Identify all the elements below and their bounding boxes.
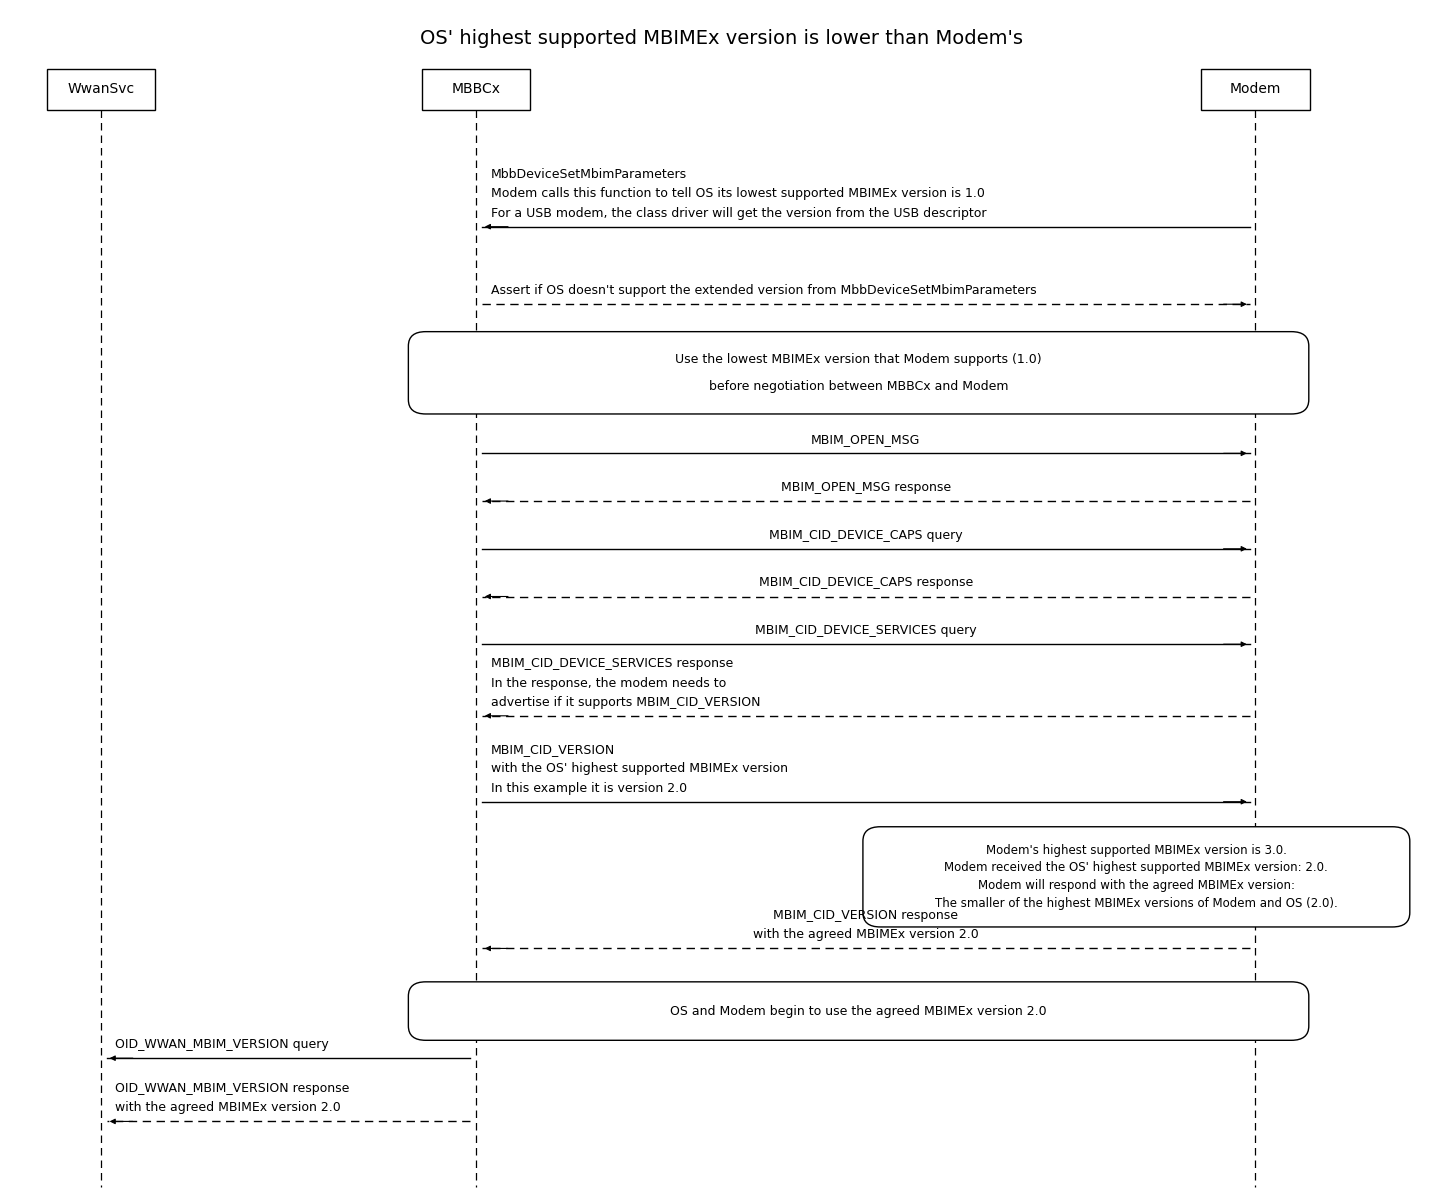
Text: before negotiation between MBBCx and Modem: before negotiation between MBBCx and Mod… <box>709 379 1009 392</box>
FancyBboxPatch shape <box>863 827 1410 927</box>
Text: MbbDeviceSetMbimParameters: MbbDeviceSetMbimParameters <box>491 168 687 181</box>
Text: In the response, the modem needs to: In the response, the modem needs to <box>491 676 726 690</box>
Text: MBIM_OPEN_MSG: MBIM_OPEN_MSG <box>811 433 921 446</box>
FancyBboxPatch shape <box>1202 68 1310 110</box>
Text: MBIM_CID_DEVICE_CAPS query: MBIM_CID_DEVICE_CAPS query <box>769 528 962 542</box>
Text: OID_WWAN_MBIM_VERSION response: OID_WWAN_MBIM_VERSION response <box>115 1082 349 1095</box>
Text: The smaller of the highest MBIMEx versions of Modem and OS (2.0).: The smaller of the highest MBIMEx versio… <box>935 897 1338 910</box>
Text: Modem: Modem <box>1229 82 1281 97</box>
Text: OS and Modem begin to use the agreed MBIMEx version 2.0: OS and Modem begin to use the agreed MBI… <box>670 1005 1048 1018</box>
Text: advertise if it supports MBIM_CID_VERSION: advertise if it supports MBIM_CID_VERSIO… <box>491 696 760 709</box>
Text: WwanSvc: WwanSvc <box>68 82 134 97</box>
Text: Assert if OS doesn't support the extended version from MbbDeviceSetMbimParameter: Assert if OS doesn't support the extende… <box>491 284 1036 297</box>
Text: For a USB modem, the class driver will get the version from the USB descriptor: For a USB modem, the class driver will g… <box>491 206 986 220</box>
Text: Modem received the OS' highest supported MBIMEx version: 2.0.: Modem received the OS' highest supported… <box>945 861 1328 874</box>
Text: Modem will respond with the agreed MBIMEx version:: Modem will respond with the agreed MBIME… <box>978 879 1294 892</box>
Text: with the OS' highest supported MBIMEx version: with the OS' highest supported MBIMEx ve… <box>491 762 788 775</box>
Text: MBIM_OPEN_MSG response: MBIM_OPEN_MSG response <box>781 481 951 494</box>
FancyBboxPatch shape <box>408 332 1309 414</box>
Text: MBIM_CID_VERSION: MBIM_CID_VERSION <box>491 743 615 756</box>
Text: with the agreed MBIMEx version 2.0: with the agreed MBIMEx version 2.0 <box>115 1101 341 1114</box>
FancyBboxPatch shape <box>408 982 1309 1040</box>
Text: MBIM_CID_VERSION response: MBIM_CID_VERSION response <box>773 909 958 922</box>
Text: Modem calls this function to tell OS its lowest supported MBIMEx version is 1.0: Modem calls this function to tell OS its… <box>491 187 984 200</box>
Text: MBIM_CID_DEVICE_SERVICES query: MBIM_CID_DEVICE_SERVICES query <box>755 624 977 637</box>
Text: with the agreed MBIMEx version 2.0: with the agreed MBIMEx version 2.0 <box>753 928 978 941</box>
Text: OS' highest supported MBIMEx version is lower than Modem's: OS' highest supported MBIMEx version is … <box>420 29 1023 48</box>
FancyBboxPatch shape <box>423 68 531 110</box>
Text: MBIM_CID_DEVICE_CAPS response: MBIM_CID_DEVICE_CAPS response <box>759 576 973 589</box>
Text: Modem's highest supported MBIMEx version is 3.0.: Modem's highest supported MBIMEx version… <box>986 843 1287 857</box>
Text: MBIM_CID_DEVICE_SERVICES response: MBIM_CID_DEVICE_SERVICES response <box>491 657 733 670</box>
Text: In this example it is version 2.0: In this example it is version 2.0 <box>491 781 687 795</box>
Text: OID_WWAN_MBIM_VERSION query: OID_WWAN_MBIM_VERSION query <box>115 1038 329 1051</box>
Text: MBBCx: MBBCx <box>452 82 501 97</box>
FancyBboxPatch shape <box>48 68 156 110</box>
Text: Use the lowest MBIMEx version that Modem supports (1.0): Use the lowest MBIMEx version that Modem… <box>675 353 1042 366</box>
